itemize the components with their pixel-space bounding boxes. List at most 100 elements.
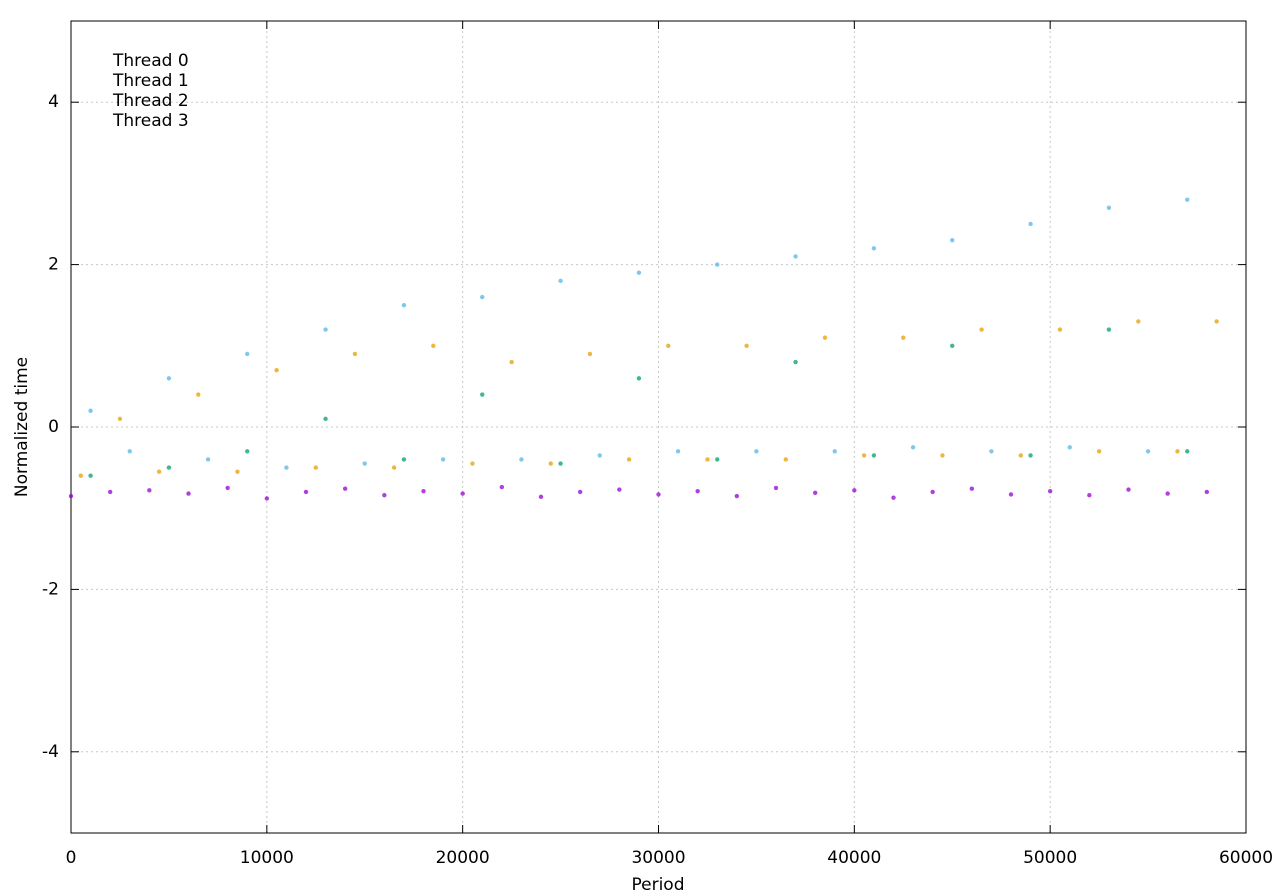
x-tick-label: 30000	[631, 848, 685, 868]
point	[362, 461, 367, 466]
point	[1136, 319, 1141, 324]
point	[68, 493, 74, 499]
point	[509, 359, 514, 365]
y-tick-label: -2	[42, 579, 59, 599]
point	[1126, 487, 1131, 492]
point	[617, 487, 622, 492]
point	[470, 461, 475, 466]
point	[1096, 449, 1102, 454]
y-axis-label: Normalized time	[12, 357, 32, 497]
point	[1175, 449, 1180, 454]
point	[460, 491, 465, 496]
point	[1028, 221, 1033, 227]
point	[969, 486, 975, 491]
point	[480, 294, 485, 300]
point	[245, 449, 250, 454]
point	[852, 488, 857, 493]
point	[1067, 445, 1072, 450]
point	[421, 488, 426, 494]
point	[1145, 449, 1151, 454]
y-tick-label: -4	[42, 742, 59, 762]
point	[773, 485, 779, 491]
point	[88, 473, 93, 478]
point	[940, 453, 945, 458]
point	[832, 449, 837, 454]
x-tick-label: 20000	[436, 848, 490, 868]
y-tick-label: 4	[48, 92, 59, 112]
point	[861, 453, 867, 458]
point	[812, 490, 818, 495]
x-tick-label: 50000	[1023, 848, 1077, 868]
legend-label: Thread 1	[112, 71, 189, 91]
y-tick-label: 2	[48, 255, 59, 275]
point	[1057, 327, 1063, 332]
point	[548, 461, 553, 466]
point	[313, 465, 318, 470]
x-tick-label: 40000	[827, 848, 881, 868]
point	[822, 335, 828, 340]
point	[695, 488, 700, 494]
point	[734, 493, 740, 499]
point	[910, 445, 916, 450]
point	[577, 489, 583, 495]
point	[754, 449, 759, 454]
point	[558, 461, 563, 466]
x-tick-label: 10000	[240, 848, 294, 868]
point	[342, 486, 348, 491]
x-tick-label: 60000	[1219, 848, 1273, 868]
point	[499, 484, 505, 490]
point	[1018, 453, 1023, 458]
point	[264, 496, 270, 501]
x-axis-label: Period	[631, 875, 684, 895]
point	[352, 351, 358, 357]
point	[245, 351, 250, 357]
point	[1204, 489, 1210, 495]
point	[793, 254, 798, 259]
point	[284, 465, 289, 470]
point	[147, 488, 152, 493]
point	[274, 367, 279, 373]
point	[675, 449, 681, 454]
point	[186, 491, 191, 496]
point	[323, 416, 328, 422]
point	[538, 494, 544, 500]
point	[235, 469, 240, 474]
point	[656, 492, 661, 497]
point	[519, 457, 524, 462]
point	[1106, 205, 1112, 210]
point	[950, 343, 955, 348]
point	[156, 469, 162, 474]
point	[930, 489, 935, 495]
point	[166, 465, 172, 470]
point	[127, 449, 132, 454]
point	[1106, 327, 1112, 332]
point	[303, 489, 309, 495]
point	[88, 408, 93, 413]
point	[558, 278, 563, 284]
plot-frame	[70, 20, 1247, 834]
point	[391, 465, 397, 470]
point	[744, 343, 749, 348]
legend-label: Thread 0	[112, 51, 189, 71]
point	[205, 457, 211, 462]
point	[196, 392, 201, 397]
point	[901, 335, 906, 340]
point	[78, 473, 83, 478]
point	[783, 457, 788, 462]
point	[871, 453, 877, 458]
point	[636, 376, 642, 381]
point	[1008, 492, 1014, 497]
point	[382, 493, 387, 498]
y-tick-label: 0	[48, 417, 59, 437]
point	[871, 246, 877, 251]
point	[587, 351, 593, 357]
point	[979, 327, 984, 332]
x-tick-label: 0	[66, 848, 77, 868]
point	[793, 359, 798, 365]
point	[401, 457, 407, 462]
point	[989, 449, 994, 454]
point	[1165, 491, 1170, 496]
point	[431, 343, 436, 348]
legend-label: Thread 2	[112, 91, 189, 111]
